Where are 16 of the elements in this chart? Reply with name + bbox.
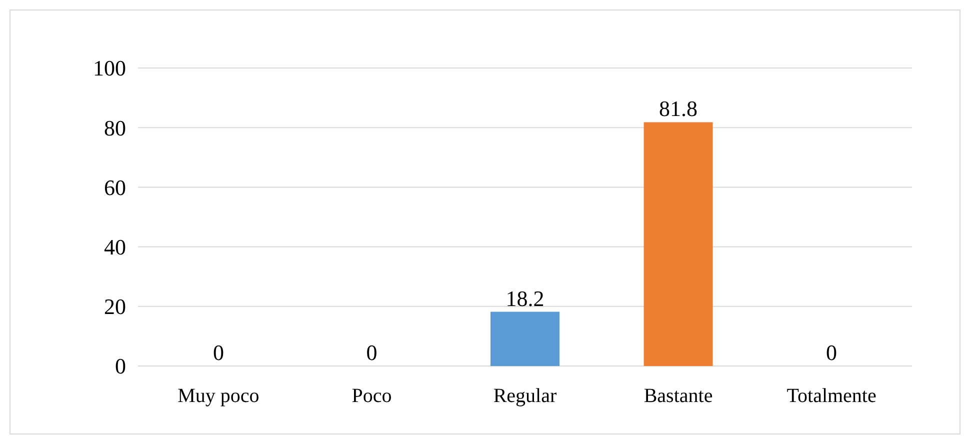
y-tick-label: 40 [104, 234, 126, 260]
y-tick-label: 100 [93, 56, 126, 81]
y-tick-label: 20 [104, 294, 126, 320]
data-label: 0 [212, 340, 224, 365]
y-tick-label: 60 [104, 174, 126, 200]
x-tick-label: Muy poco [178, 385, 260, 407]
x-tick-label: Regular [493, 385, 557, 407]
data-label: 0 [366, 340, 378, 365]
x-tick-label: Poco [352, 385, 392, 407]
y-tick-label: 80 [104, 115, 126, 140]
x-tick-label: Totalmente [786, 385, 876, 407]
y-tick-label: 0 [115, 354, 126, 379]
data-label: 81.8 [659, 96, 698, 122]
x-tick-label: Bastante [644, 385, 713, 407]
data-label: 18.2 [506, 286, 544, 311]
data-label: 0 [826, 340, 838, 365]
